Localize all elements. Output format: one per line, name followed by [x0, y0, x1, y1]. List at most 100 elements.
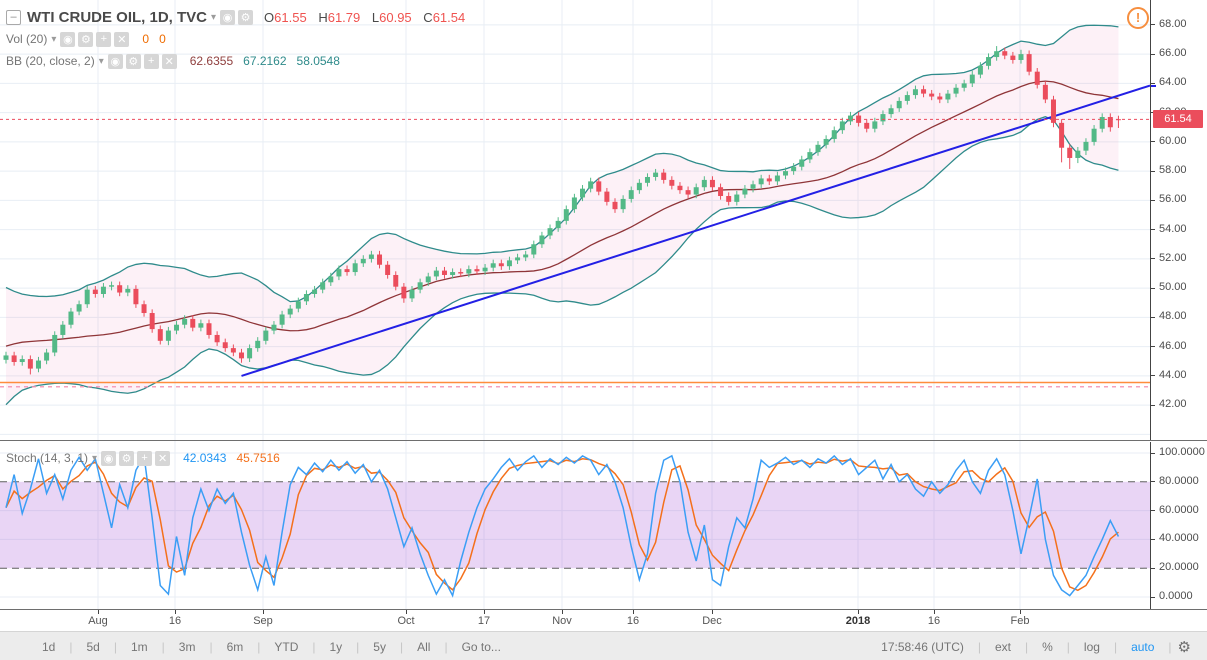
close-icon[interactable]: ✕: [114, 31, 130, 47]
bb-basis-line: [5, 80, 1119, 347]
time-tick-label: 2018: [845, 615, 871, 627]
plus-icon[interactable]: +: [137, 450, 153, 466]
ext-button[interactable]: ext: [994, 639, 1011, 654]
price-tick-mark: [1151, 24, 1155, 26]
time-tick-label: 16: [626, 615, 640, 627]
stoch-tick-label: 60.0000: [1159, 503, 1199, 516]
time-tick-mark: [1020, 610, 1021, 614]
close-value: 61.54: [432, 9, 466, 25]
toolbar-separator: |: [113, 639, 117, 654]
bb-indicator-label: BB (20, close, 2): [6, 54, 95, 68]
price-tick-label: 66.00: [1159, 47, 1187, 60]
ohlc-readout: O61.55 H61.79 L60.95 C61.54: [264, 9, 466, 25]
range-button-5d[interactable]: 5d: [86, 639, 100, 654]
bb-upper-band: [5, 24, 1119, 303]
time-tick-label: Nov: [552, 615, 572, 627]
price-tick-mark: [1151, 287, 1155, 289]
symbol-title[interactable]: WTI CRUDE OIL, 1D, TVC: [27, 8, 207, 26]
eye-icon[interactable]: ◉: [220, 9, 236, 25]
gear-icon[interactable]: ⚙: [238, 9, 254, 25]
range-button-all[interactable]: All: [417, 639, 431, 654]
toolbar-separator: |: [399, 639, 404, 654]
time-tick-label: 16: [927, 615, 941, 627]
stoch-tick-label: 80.0000: [1159, 474, 1199, 487]
eye-icon[interactable]: ◉: [101, 450, 117, 466]
close-icon[interactable]: ✕: [161, 53, 177, 69]
price-tick-label: 46.00: [1159, 339, 1187, 352]
range-button-1y[interactable]: 1y: [329, 639, 343, 654]
range-button-1m[interactable]: 1m: [130, 639, 148, 654]
price-axis[interactable]: 68.0066.0064.0062.0060.0058.0056.0054.00…: [1150, 0, 1207, 440]
stoch-axis[interactable]: 100.0000 80.0000 60.0000 40.0000 20.0000 0.00…: [1150, 442, 1207, 609]
stoch-k-line: [5, 453, 1120, 598]
main-chart-svg: [0, 0, 1150, 441]
eye-icon[interactable]: ◉: [107, 53, 123, 69]
toolbar-separator: |: [209, 639, 213, 654]
percent-button[interactable]: %: [1042, 639, 1053, 654]
range-button-group: 1d | 5d | 1m | 3m | 6m | YTD | 1y | 5y | All | Go to...: [28, 640, 515, 654]
clock: 17:58:46 (UTC): [881, 639, 964, 654]
price-tick-label: 50.00: [1159, 281, 1187, 294]
time-tick-label: Dec: [702, 615, 722, 627]
bottom-toolbar: 1d | 5d | 1m | 3m | 6m | YTD | 1y | 5y | All | Go to... 17…: [0, 631, 1207, 660]
toolbar-right-group: 17:58:46 (UTC) | ext | % | log | auto | …: [867, 638, 1197, 656]
price-tick-mark: [1151, 170, 1155, 172]
gear-icon[interactable]: ⚙: [125, 53, 141, 69]
auto-button[interactable]: auto: [1131, 639, 1155, 654]
time-tick-mark: [633, 610, 634, 614]
gear-icon[interactable]: ⚙: [78, 31, 94, 47]
toolbar-separator: |: [257, 639, 261, 654]
price-tick-mark: [1151, 199, 1155, 201]
range-button-go-to-[interactable]: Go to...: [461, 639, 501, 654]
stoch-tick-mark: [1151, 481, 1155, 483]
stoch-caret-icon[interactable]: ▾: [92, 452, 98, 464]
range-button-ytd[interactable]: YTD: [274, 639, 299, 654]
time-tick-label: Feb: [1010, 615, 1030, 627]
price-tick-label: 48.00: [1159, 310, 1187, 323]
range-button-3m[interactable]: 3m: [178, 639, 196, 654]
time-tick-mark: [858, 610, 859, 614]
stoch-band-fill: [0, 481, 1150, 569]
price-tick-mark: [1151, 229, 1155, 231]
main-price-pane[interactable]: [0, 0, 1150, 441]
time-tick-mark: [98, 610, 99, 614]
stochastic-pane[interactable]: [0, 441, 1150, 610]
price-tick-label: 52.00: [1159, 251, 1187, 264]
log-button[interactable]: log: [1083, 639, 1100, 654]
volume-caret-icon[interactable]: ▾: [51, 33, 57, 45]
time-axis[interactable]: Aug 16 Sep Oct 17 Nov 16 Dec 2018 16 Feb: [0, 610, 1207, 631]
bb-lower-value: 58.0548: [296, 54, 340, 68]
warning-icon[interactable]: !: [1127, 7, 1149, 29]
stoch-d-value: 45.7516: [236, 451, 280, 465]
settings-gear-icon[interactable]: ⚙: [1177, 638, 1191, 656]
price-tick-mark: [1151, 82, 1155, 84]
toolbar-separator: |: [312, 639, 316, 654]
bb-caret-icon[interactable]: ▾: [98, 55, 104, 67]
range-button-6m[interactable]: 6m: [226, 639, 244, 654]
price-tick-label: 58.00: [1159, 164, 1187, 177]
volume-indicator-label: Vol (20): [6, 32, 48, 46]
time-tick-mark: [175, 610, 176, 614]
stoch-indicator-label: Stoch (14, 3, 1): [6, 451, 89, 465]
plus-icon[interactable]: +: [143, 53, 159, 69]
toolbar-separator: |: [444, 639, 448, 654]
pane-divider[interactable]: [0, 440, 1207, 441]
trendline-axis-mark: [1151, 84, 1156, 87]
eye-icon[interactable]: ◉: [60, 31, 76, 47]
time-tick-mark: [934, 610, 935, 614]
plus-icon[interactable]: +: [96, 31, 112, 47]
range-button-1d[interactable]: 1d: [42, 639, 56, 654]
toolbar-separator: |: [69, 639, 73, 654]
collapse-legend-button[interactable]: –: [6, 9, 21, 25]
stoch-k-value: 42.0343: [183, 451, 227, 465]
symbol-caret-icon[interactable]: ▾: [211, 11, 217, 23]
price-tick-label: 44.00: [1159, 368, 1187, 381]
range-button-5y[interactable]: 5y: [373, 639, 386, 654]
stoch-tick-mark: [1151, 452, 1155, 454]
bb-lower-band: [5, 116, 1119, 406]
time-tick-mark: [484, 610, 485, 614]
price-tick-label: 54.00: [1159, 222, 1187, 235]
close-icon[interactable]: ✕: [155, 450, 171, 466]
gear-icon[interactable]: ⚙: [119, 450, 135, 466]
